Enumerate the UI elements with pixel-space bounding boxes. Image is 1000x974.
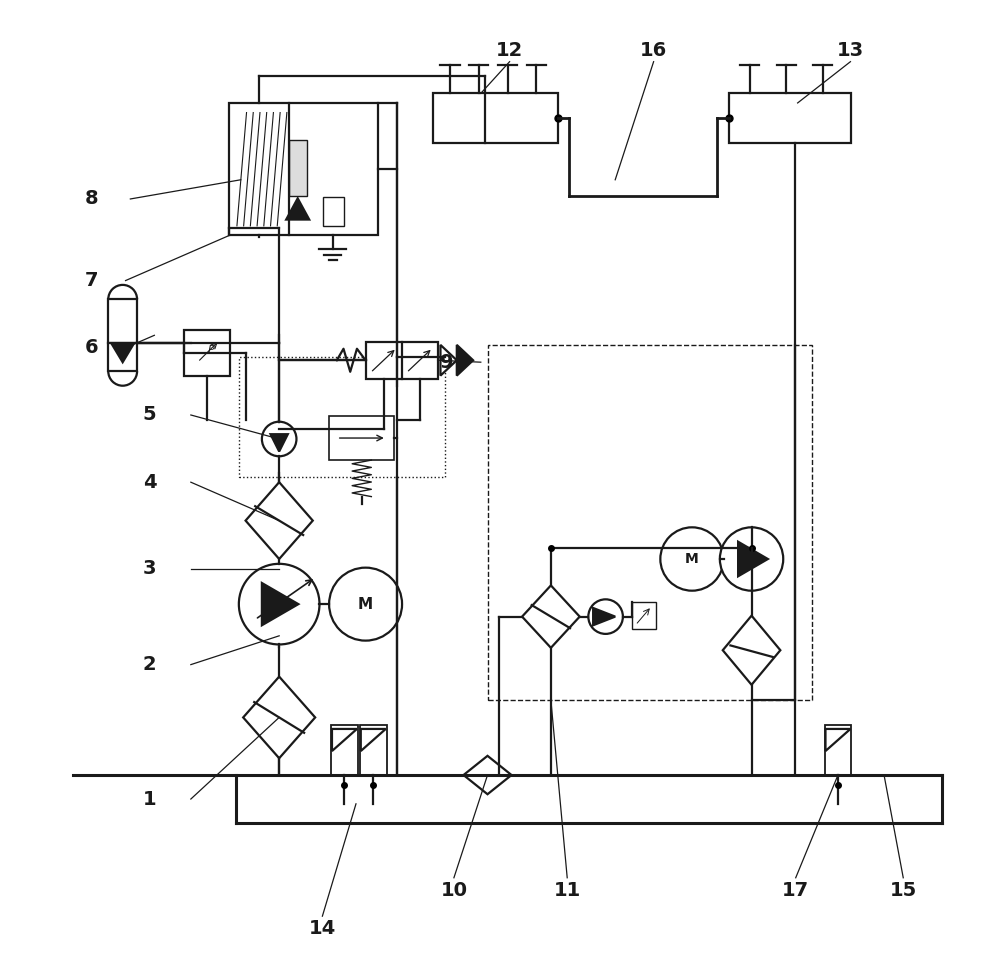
- Text: 9: 9: [440, 353, 454, 372]
- Circle shape: [329, 568, 402, 641]
- Text: 5: 5: [143, 405, 156, 425]
- Bar: [825, 725, 851, 775]
- Circle shape: [239, 564, 319, 645]
- Text: 4: 4: [143, 472, 156, 492]
- Bar: [108, 299, 137, 371]
- Text: 14: 14: [309, 919, 336, 938]
- Bar: [331, 725, 358, 775]
- Bar: [184, 329, 230, 376]
- Bar: [433, 94, 558, 143]
- Polygon shape: [464, 756, 512, 794]
- Circle shape: [262, 422, 296, 456]
- Text: 12: 12: [496, 41, 523, 59]
- Polygon shape: [286, 199, 309, 219]
- Polygon shape: [593, 608, 615, 625]
- Polygon shape: [522, 585, 580, 648]
- Text: 7: 7: [85, 271, 99, 290]
- Bar: [360, 725, 387, 775]
- Text: 13: 13: [837, 41, 864, 59]
- Polygon shape: [825, 729, 850, 751]
- Polygon shape: [262, 583, 298, 625]
- Circle shape: [720, 527, 783, 590]
- Text: M: M: [358, 597, 373, 612]
- Polygon shape: [723, 616, 780, 685]
- Polygon shape: [457, 345, 473, 376]
- Circle shape: [588, 599, 623, 634]
- Text: 17: 17: [782, 880, 809, 900]
- Text: 1: 1: [143, 790, 156, 808]
- Bar: [239, 357, 445, 477]
- Text: 3: 3: [143, 559, 156, 579]
- Bar: [729, 94, 851, 143]
- Text: 8: 8: [85, 190, 99, 208]
- Polygon shape: [440, 345, 457, 376]
- Text: 6: 6: [85, 338, 99, 357]
- Text: 10: 10: [440, 880, 467, 900]
- Bar: [229, 103, 378, 236]
- Polygon shape: [361, 729, 386, 751]
- Bar: [366, 342, 438, 379]
- Text: 2: 2: [143, 656, 156, 674]
- Bar: [289, 140, 307, 196]
- Polygon shape: [243, 677, 315, 758]
- Polygon shape: [271, 434, 288, 452]
- Polygon shape: [111, 343, 134, 362]
- Polygon shape: [246, 482, 313, 559]
- Text: M: M: [685, 552, 699, 566]
- Polygon shape: [738, 542, 768, 577]
- Bar: [323, 197, 344, 226]
- Circle shape: [660, 527, 724, 590]
- Text: P: P: [208, 345, 214, 355]
- Polygon shape: [332, 729, 357, 751]
- Text: 16: 16: [640, 41, 667, 59]
- Bar: [632, 602, 656, 629]
- Text: 11: 11: [554, 880, 581, 900]
- Text: 15: 15: [890, 880, 917, 900]
- Bar: [329, 416, 394, 460]
- Bar: [488, 345, 812, 700]
